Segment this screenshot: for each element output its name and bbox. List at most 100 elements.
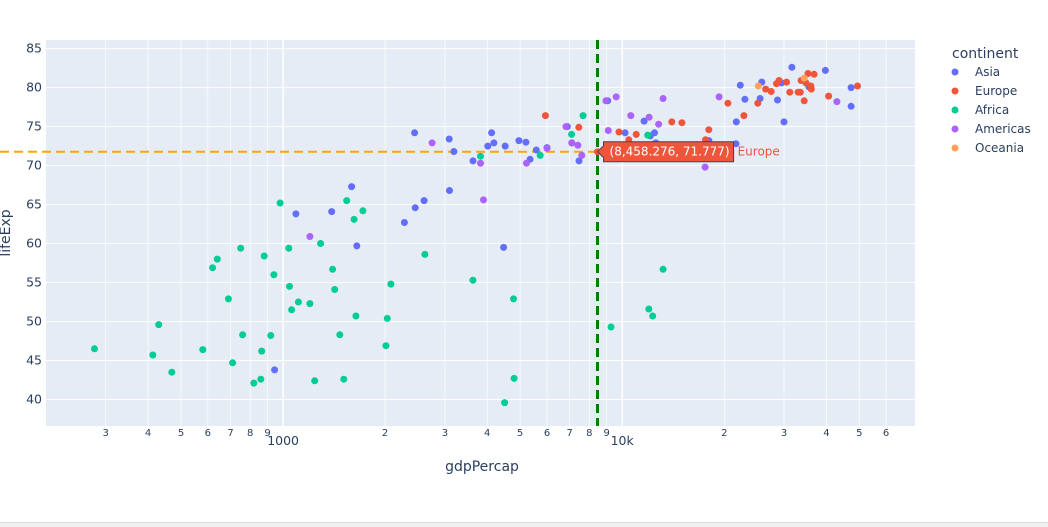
data-point-africa[interactable] [387, 280, 395, 288]
data-point-asia[interactable] [500, 243, 508, 251]
data-point-asia[interactable] [732, 140, 740, 148]
data-points[interactable] [91, 63, 861, 407]
series-oceania[interactable] [754, 74, 808, 90]
data-point-asia[interactable] [736, 81, 744, 89]
data-point-africa[interactable] [340, 375, 348, 383]
data-point-africa[interactable] [352, 312, 360, 320]
legend-item-europe[interactable]: Europe [951, 84, 1018, 98]
data-point-africa[interactable] [383, 314, 391, 322]
data-point-europe[interactable] [796, 88, 804, 96]
data-point-asia[interactable] [450, 148, 458, 155]
data-point-europe[interactable] [754, 99, 762, 107]
data-point-americas[interactable] [543, 144, 551, 152]
data-point-asia[interactable] [847, 84, 855, 92]
data-point-asia[interactable] [847, 102, 855, 110]
data-point-americas[interactable] [627, 112, 635, 120]
data-point-africa[interactable] [306, 300, 314, 308]
data-point-americas[interactable] [428, 139, 436, 147]
data-point-americas[interactable] [655, 120, 663, 128]
data-point-africa[interactable] [317, 240, 325, 247]
data-point-americas[interactable] [715, 93, 723, 101]
data-point-africa[interactable] [568, 130, 576, 138]
legend[interactable]: continent Asia Europe Africa Americas Oceani… [951, 46, 1031, 155]
data-point-africa[interactable] [155, 321, 163, 329]
data-point-europe[interactable] [724, 99, 732, 107]
data-point-asia[interactable] [420, 197, 428, 205]
data-point-africa[interactable] [343, 197, 351, 205]
data-point-asia[interactable] [741, 95, 749, 103]
data-point-asia[interactable] [774, 96, 781, 104]
data-point-asia[interactable] [484, 142, 492, 150]
data-point-asia[interactable] [353, 242, 361, 250]
data-point-asia[interactable] [469, 157, 477, 165]
data-point-africa[interactable] [286, 282, 293, 290]
data-point-africa[interactable] [579, 112, 587, 120]
data-point-asia[interactable] [575, 157, 583, 165]
data-point-americas[interactable] [645, 113, 653, 121]
data-point-africa[interactable] [510, 374, 518, 382]
data-point-europe[interactable] [800, 97, 808, 105]
data-point-africa[interactable] [421, 250, 429, 258]
data-point-asia[interactable] [732, 118, 740, 126]
data-point-africa[interactable] [294, 298, 302, 306]
data-point-africa[interactable] [199, 346, 207, 354]
data-point-europe[interactable] [668, 118, 676, 126]
data-point-africa[interactable] [607, 323, 615, 331]
data-point-americas[interactable] [604, 127, 612, 134]
legend-item-americas[interactable]: Americas [951, 122, 1031, 136]
data-point-africa[interactable] [229, 359, 237, 367]
data-point-europe[interactable] [767, 88, 775, 95]
data-point-africa[interactable] [536, 151, 544, 159]
data-point-asia[interactable] [522, 138, 530, 146]
data-point-asia[interactable] [400, 219, 408, 226]
data-point-europe[interactable] [740, 112, 748, 120]
data-point-americas[interactable] [562, 123, 570, 131]
data-point-africa[interactable] [469, 276, 477, 284]
legend-item-africa[interactable]: Africa [951, 103, 1010, 117]
data-point-africa[interactable] [359, 207, 367, 215]
data-point-asia[interactable] [821, 66, 829, 74]
data-point-americas[interactable] [833, 98, 841, 106]
data-point-asia[interactable] [411, 129, 419, 137]
data-point-africa[interactable] [237, 244, 245, 252]
data-point-africa[interactable] [382, 342, 390, 350]
data-point-africa[interactable] [239, 331, 247, 339]
data-point-africa[interactable] [501, 399, 509, 407]
data-point-africa[interactable] [258, 347, 266, 355]
data-point-asia[interactable] [271, 366, 279, 374]
data-point-oceania[interactable] [800, 74, 808, 82]
data-point-africa[interactable] [510, 295, 517, 303]
data-point-asia[interactable] [292, 210, 300, 218]
data-point-africa[interactable] [336, 331, 344, 339]
data-point-africa[interactable] [260, 252, 268, 260]
data-point-asia[interactable] [411, 204, 419, 212]
data-point-asia[interactable] [348, 183, 356, 191]
data-point-europe[interactable] [825, 92, 833, 100]
data-point-europe[interactable] [575, 123, 583, 131]
data-point-asia[interactable] [490, 139, 498, 147]
data-point-africa[interactable] [659, 265, 667, 273]
data-point-europe[interactable] [810, 70, 818, 78]
data-point-europe[interactable] [804, 70, 812, 77]
data-point-africa[interactable] [649, 312, 657, 320]
data-point-africa[interactable] [168, 368, 176, 376]
data-point-europe[interactable] [705, 126, 713, 134]
data-point-asia[interactable] [501, 142, 509, 150]
data-point-africa[interactable] [149, 351, 157, 359]
data-point-europe[interactable] [762, 85, 770, 93]
series-asia[interactable] [271, 63, 855, 374]
series-europe[interactable] [541, 70, 861, 156]
data-point-europe[interactable] [854, 82, 861, 90]
data-point-americas[interactable] [477, 159, 484, 167]
data-point-asia[interactable] [446, 187, 453, 194]
data-point-europe[interactable] [678, 119, 686, 127]
data-point-asia[interactable] [621, 129, 629, 137]
data-point-americas[interactable] [602, 97, 610, 105]
data-point-americas[interactable] [578, 151, 586, 159]
data-point-europe[interactable] [541, 112, 549, 120]
data-point-africa[interactable] [267, 332, 275, 339]
series-americas[interactable] [306, 93, 841, 240]
data-point-africa[interactable] [276, 199, 284, 207]
data-point-asia[interactable] [532, 146, 540, 154]
data-point-africa[interactable] [350, 215, 358, 223]
